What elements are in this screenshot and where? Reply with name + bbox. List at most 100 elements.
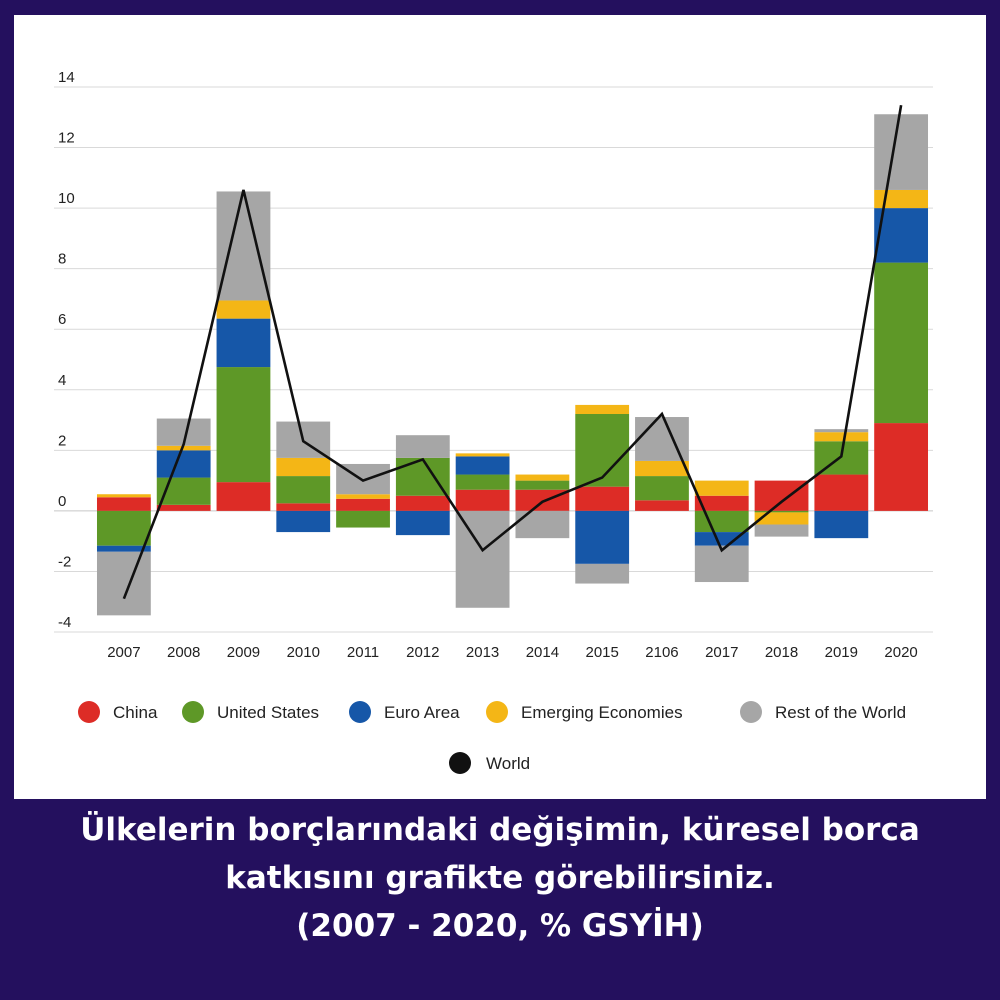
bar-euro-area-2008 — [156, 450, 211, 478]
bar-rest-of-the-world-2013 — [455, 510, 510, 608]
bar-china-2019 — [814, 474, 869, 511]
bar-euro-area-2017 — [694, 532, 749, 546]
x-tick-label: 2014 — [526, 644, 559, 661]
bar-emerging-economies-2011 — [336, 494, 390, 499]
bar-united-states-2015 — [575, 414, 630, 487]
bar-china-2020 — [874, 423, 929, 511]
bar-china-2106 — [635, 500, 689, 511]
y-tick-label: 8 — [58, 251, 66, 268]
caption-line-3: (2007 - 2020, % GSYİH) — [296, 908, 704, 944]
y-tick-label: 14 — [58, 69, 75, 86]
legend-label: Emerging Economies — [521, 703, 683, 722]
x-tick-label: 2013 — [466, 644, 499, 661]
bar-china-2007 — [96, 497, 151, 511]
bar-emerging-economies-2007 — [96, 494, 151, 498]
legend-label: Euro Area — [384, 703, 460, 722]
bar-united-states-2017 — [694, 510, 749, 533]
legend-label: Rest of the World — [775, 703, 906, 722]
stacked-bars — [96, 114, 929, 616]
bar-emerging-economies-2014 — [515, 474, 570, 481]
x-tick-label: 2011 — [347, 644, 379, 661]
y-tick-label: 6 — [58, 311, 66, 328]
x-tick-label: 2106 — [645, 644, 678, 661]
bar-china-2010 — [276, 503, 331, 511]
legend: China United States Euro Area Emerging Econ… — [78, 701, 906, 774]
bar-china-2011 — [336, 498, 390, 511]
bar-emerging-economies-2008 — [156, 445, 211, 451]
legend-swatch — [182, 701, 204, 723]
caption-line-2: katkısını grafikte görebilirsiniz. — [225, 860, 775, 896]
bar-united-states-2106 — [635, 476, 689, 501]
x-tick-label: 2018 — [765, 644, 798, 661]
legend-swatch — [449, 752, 471, 774]
y-tick-label: 2 — [58, 432, 66, 449]
bar-rest-of-the-world-2020 — [874, 114, 929, 190]
bar-rest-of-the-world-2009 — [216, 191, 271, 301]
legend-swatch — [486, 701, 508, 723]
bar-rest-of-the-world-2018 — [754, 524, 809, 537]
y-tick-label: 10 — [58, 190, 75, 207]
bar-united-states-2012 — [395, 457, 450, 496]
world-line — [122, 104, 903, 600]
bar-united-states-2014 — [515, 480, 570, 490]
bar-china-2017 — [694, 495, 749, 511]
legend-item-united-states: United States — [182, 701, 319, 723]
bar-united-states-2011 — [336, 510, 390, 528]
x-tick-label: 2015 — [585, 644, 618, 661]
x-tick-label: 2017 — [705, 644, 738, 661]
legend-item-china: China — [78, 701, 158, 723]
bar-euro-area-2009 — [216, 318, 271, 368]
bar-emerging-economies-2009 — [216, 300, 271, 319]
bar-euro-area-2012 — [395, 510, 450, 536]
legend-swatch — [740, 701, 762, 723]
bar-united-states-2007 — [96, 510, 151, 546]
bar-china-2015 — [575, 486, 630, 511]
chart: -4 -2 0 2 4 6 8 10 12 14 2007 2008 2009 2010 2011 2012… — [54, 69, 933, 774]
bar-china-2008 — [156, 504, 211, 511]
x-tick-label: 2007 — [107, 644, 140, 661]
y-tick-label: 12 — [58, 130, 75, 147]
world-line-layer — [122, 104, 903, 600]
legend-label: China — [113, 703, 158, 722]
bar-euro-area-2019 — [814, 510, 869, 539]
x-tick-label: 2020 — [884, 644, 917, 661]
x-tick-label: 2008 — [167, 644, 200, 661]
bar-rest-of-the-world-2014 — [515, 510, 570, 539]
legend-item-euro-area: Euro Area — [349, 701, 460, 723]
y-tick-label: 4 — [58, 372, 66, 389]
chart-panel: -4 -2 0 2 4 6 8 10 12 14 2007 2008 2009 2010 2011 2012… — [14, 15, 986, 799]
bar-rest-of-the-world-2015 — [575, 563, 630, 584]
bar-rest-of-the-world-2007 — [96, 551, 151, 616]
legend-label: United States — [217, 703, 319, 722]
bar-china-2018 — [754, 480, 809, 511]
bar-emerging-economies-2020 — [874, 189, 929, 209]
bar-china-2013 — [455, 489, 510, 511]
caption: Ülkelerin borçlarındaki değişimin, küres… — [0, 806, 1000, 950]
bar-emerging-economies-2015 — [575, 404, 630, 414]
bar-rest-of-the-world-2019 — [814, 429, 869, 433]
x-tick-label: 2012 — [406, 644, 439, 661]
bar-united-states-2009 — [216, 367, 271, 483]
legend-label: World — [486, 754, 530, 773]
x-tick-label: 2009 — [227, 644, 260, 661]
legend-item-rest-of-the-world: Rest of the World — [740, 701, 906, 723]
caption-line-1: Ülkelerin borçlarındaki değişimin, küres… — [80, 812, 920, 848]
bar-united-states-2010 — [276, 476, 331, 504]
bar-emerging-economies-2017 — [694, 480, 749, 496]
y-tick-label: -2 — [58, 553, 71, 570]
bar-united-states-2018 — [754, 510, 809, 513]
y-tick-label: -4 — [58, 614, 71, 631]
bar-euro-area-2015 — [575, 510, 630, 564]
bar-euro-area-2007 — [96, 545, 151, 552]
legend-item-world: World — [449, 752, 530, 774]
bar-euro-area-2010 — [276, 510, 331, 533]
x-tick-label: 2010 — [287, 644, 320, 661]
y-axis-ticks: -4 -2 0 2 4 6 8 10 12 14 — [58, 69, 75, 631]
x-axis-ticks: 2007 2008 2009 2010 2011 2012 2013 2014 2015 2106… — [107, 644, 918, 661]
bar-emerging-economies-2010 — [276, 457, 331, 477]
bar-rest-of-the-world-2012 — [395, 435, 450, 458]
bar-emerging-economies-2019 — [814, 432, 869, 442]
legend-swatch — [349, 701, 371, 723]
bar-china-2009 — [216, 482, 271, 511]
y-tick-label: 0 — [58, 493, 66, 510]
